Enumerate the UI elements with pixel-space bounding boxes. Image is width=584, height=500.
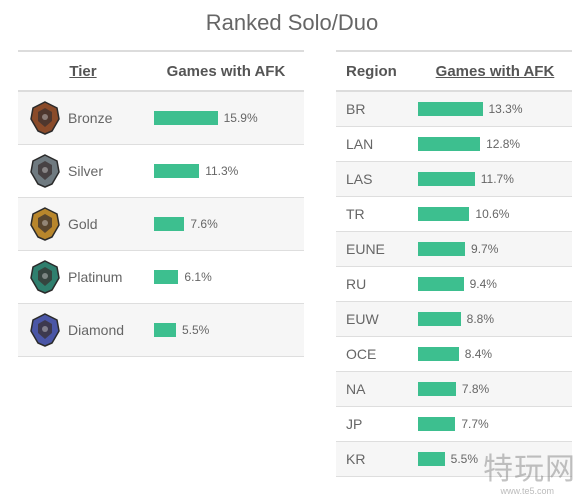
tier-row: Silver 11.3% — [18, 145, 304, 198]
region-row: LAN 12.8% — [336, 127, 572, 162]
tier-bar — [154, 111, 218, 125]
region-name: LAN — [346, 136, 374, 152]
region-value-label: 9.4% — [469, 277, 497, 291]
region-value-label: 8.4% — [464, 347, 493, 361]
tier-value-label: 6.1% — [184, 270, 212, 284]
region-name: TR — [346, 206, 365, 222]
region-row: RU 9.4% — [336, 267, 572, 302]
region-row: KR 5.5% — [336, 442, 572, 477]
region-row: LAS 11.7% — [336, 162, 572, 197]
region-name: RU — [346, 276, 367, 292]
region-bar — [418, 242, 466, 256]
region-name: BR — [346, 101, 366, 117]
region-row: EUW 8.8% — [336, 302, 572, 337]
tier-name: Gold — [68, 216, 98, 232]
region-row: BR 13.3% — [336, 92, 572, 127]
tier-table: Tier Games with AFK Bronze 15.9% Silver 11.… — [18, 50, 304, 357]
region-value-label: 10.6% — [475, 207, 510, 221]
watermark-logo: 特玩网 — [483, 452, 576, 487]
region-bar — [418, 172, 475, 186]
region-value-label: 8.8% — [466, 312, 495, 326]
tier-row: Gold 7.6% — [18, 198, 304, 251]
region-table: Region Games with AFK BR 13.3% LAN 12.8% LAS… — [336, 50, 572, 477]
region-value-label: 7.8% — [461, 382, 490, 396]
tier-bar — [154, 270, 179, 284]
region-row: OCE 8.4% — [336, 337, 572, 372]
tier-value-label: 5.5% — [182, 323, 210, 337]
chart-title: Ranked Solo/Duo — [205, 10, 379, 35]
tier-value-label: 11.3% — [205, 164, 239, 178]
region-afk-column-header[interactable]: Games with AFK — [435, 62, 555, 80]
region-name: JP — [346, 416, 363, 432]
tier-name: Platinum — [68, 269, 123, 285]
region-row: NA 7.8% — [336, 372, 572, 407]
tier-row: Platinum 6.1% — [18, 251, 304, 304]
region-bar — [418, 277, 464, 291]
region-row: JP 7.7% — [336, 407, 572, 442]
region-bar — [418, 452, 445, 466]
region-bar — [418, 137, 481, 151]
tier-bar — [154, 164, 200, 178]
diamond-emblem-icon — [30, 313, 60, 347]
region-name: NA — [346, 381, 366, 397]
region-bar — [418, 417, 456, 431]
region-bar — [418, 312, 461, 326]
region-row: TR 10.6% — [336, 197, 572, 232]
region-value-label: 9.7% — [471, 242, 499, 256]
region-bar — [418, 102, 483, 116]
region-name: KR — [346, 451, 366, 467]
region-value-label: 11.7% — [480, 172, 514, 186]
bronze-emblem-icon — [30, 101, 60, 135]
region-bar — [418, 382, 456, 396]
tier-column-header[interactable]: Tier — [69, 62, 97, 80]
tier-bar — [154, 323, 176, 337]
region-column-header[interactable]: Region — [346, 62, 397, 80]
tier-rows: Bronze 15.9% Silver 11.3% Gold 7.6% Platinum 6.… — [18, 92, 304, 357]
tier-value-label: 15.9% — [223, 111, 258, 125]
silver-emblem-icon — [30, 154, 60, 188]
tier-row: Diamond 5.5% — [18, 304, 304, 357]
region-bar — [418, 347, 459, 361]
tier-afk-column-header[interactable]: Games with AFK — [166, 62, 286, 80]
tier-bar — [154, 217, 185, 231]
tier-table-header: Tier Games with AFK — [18, 50, 304, 92]
region-value-label: 12.8% — [486, 137, 521, 151]
region-bar — [418, 207, 470, 221]
region-name: OCE — [346, 346, 377, 362]
tier-name: Bronze — [68, 110, 113, 126]
tier-row: Bronze 15.9% — [18, 92, 304, 145]
tier-name: Silver — [68, 163, 104, 179]
region-table-header: Region Games with AFK — [336, 50, 572, 92]
watermark-url: www.te5.com — [500, 486, 554, 496]
region-value-label: 5.5% — [450, 452, 479, 466]
region-row: EUNE 9.7% — [336, 232, 572, 267]
tier-value-label: 7.6% — [190, 217, 218, 231]
region-name: LAS — [346, 171, 373, 187]
gold-emblem-icon — [30, 207, 60, 241]
platinum-emblem-icon — [30, 260, 60, 294]
tier-name: Diamond — [68, 322, 125, 338]
region-rows: BR 13.3% LAN 12.8% LAS 11.7% TR 10.6% EUNE 9.7% RU… — [336, 92, 572, 477]
region-value-label: 13.3% — [488, 102, 523, 116]
region-name: EUNE — [346, 241, 385, 257]
region-name: EUW — [346, 311, 379, 327]
region-value-label: 7.7% — [461, 417, 489, 431]
